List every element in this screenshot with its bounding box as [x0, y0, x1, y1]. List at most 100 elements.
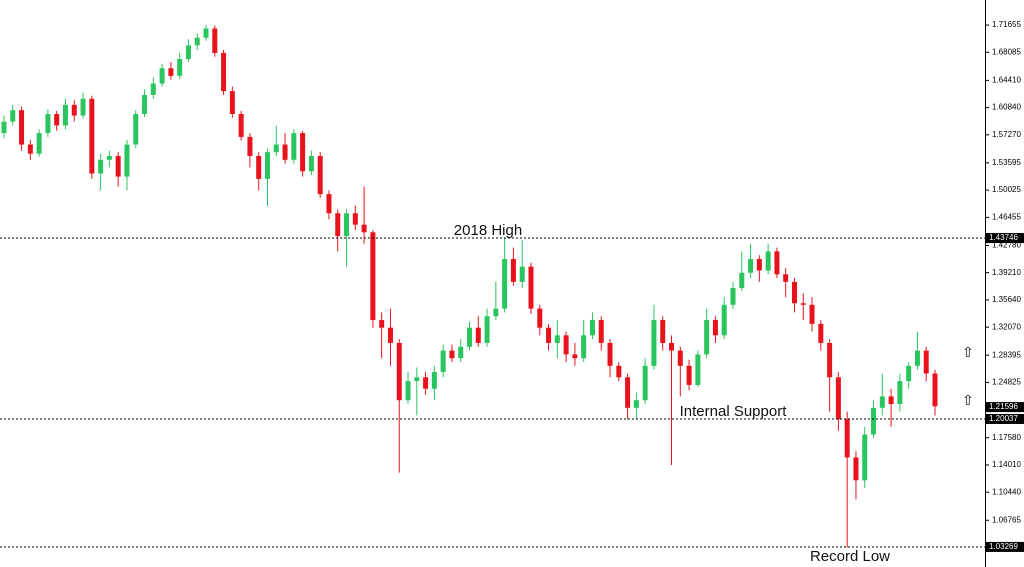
y-tick-label: 1.17580 [992, 433, 1021, 442]
y-tick-label: 1.64410 [992, 75, 1021, 84]
candle-body [897, 381, 903, 404]
candle-body [879, 396, 885, 408]
candle-body [36, 133, 42, 154]
y-tick-label: 1.50025 [992, 185, 1021, 194]
candle-body [633, 400, 639, 408]
last-price-box [986, 402, 1024, 413]
candle-body [616, 365, 622, 378]
candle-body [581, 335, 587, 359]
candle-body [827, 342, 833, 378]
candle-body [712, 320, 718, 336]
candle-body [1, 121, 7, 134]
candle-body [607, 342, 613, 366]
candle-body [308, 155, 314, 172]
candle-body [686, 365, 692, 385]
candle-body [264, 152, 270, 179]
candle-body [493, 308, 499, 317]
candle-body [484, 316, 490, 343]
candle-body [352, 213, 358, 225]
candle-body [704, 320, 710, 355]
candle-body [625, 377, 631, 408]
candle-body [150, 83, 156, 95]
y-tick-label: 1.32070 [992, 322, 1021, 331]
candle-body [677, 350, 683, 366]
candle-body [54, 114, 60, 126]
candle-body [273, 144, 279, 153]
candle-body [238, 114, 244, 137]
candle-body [142, 94, 148, 115]
arrow-icon: ⇧ [962, 392, 974, 408]
candle-body [871, 407, 877, 435]
candle-body [449, 350, 455, 359]
candle-body [256, 155, 262, 179]
candle-body [546, 327, 552, 343]
candle-body [282, 144, 288, 160]
candle-body [344, 213, 350, 237]
candle-body [739, 272, 745, 289]
candle-body [519, 266, 525, 282]
price-box [986, 413, 1024, 424]
candle-body [458, 346, 464, 359]
candle-body [835, 377, 841, 420]
candle-body [572, 354, 578, 359]
candle-body [185, 45, 191, 60]
candle-body [19, 110, 25, 145]
candle-body [159, 68, 165, 84]
candle-body [71, 104, 77, 116]
candle-body [475, 327, 481, 343]
candle-body [80, 98, 86, 116]
candle-body [89, 98, 95, 174]
candle-body [379, 320, 385, 328]
candle-body [765, 251, 771, 271]
candle-body [862, 434, 868, 481]
y-tick-label: 1.35640 [992, 295, 1021, 304]
price-box-label: 1.20037 [989, 414, 1018, 423]
last-price-label: 1.21596 [989, 402, 1018, 411]
candle-body [168, 68, 174, 76]
candle-body [510, 259, 516, 282]
candle-body [431, 371, 437, 389]
candle-body [326, 194, 332, 214]
candle-body [124, 144, 130, 177]
candle-body [221, 52, 227, 92]
candle-body [370, 232, 376, 321]
candle-body [923, 350, 929, 374]
y-tick-label: 1.68085 [992, 47, 1021, 56]
candle-body [853, 457, 859, 481]
candle-body [844, 419, 850, 458]
candle-body [115, 155, 121, 177]
candle-body [502, 259, 508, 309]
price-box [986, 541, 1024, 552]
candle-body [45, 114, 51, 134]
candle-body [405, 381, 411, 401]
candle-body [396, 342, 402, 401]
candle-body [62, 104, 68, 126]
candle-body [589, 320, 595, 336]
candle-body [212, 28, 218, 53]
candle-body [177, 59, 183, 76]
y-tick-label: 1.24825 [992, 378, 1021, 387]
candle-body [642, 365, 648, 401]
candle-body [537, 308, 543, 328]
level-annotation: 2018 High [454, 222, 522, 239]
y-tick-label: 1.14010 [992, 460, 1021, 469]
y-tick-label: 1.28395 [992, 350, 1021, 359]
y-tick-label: 1.06765 [992, 515, 1021, 524]
candle-body [818, 323, 824, 343]
candle-body [194, 37, 200, 46]
candle-body [300, 133, 306, 172]
candle-body [748, 259, 754, 273]
candle-body [660, 320, 666, 343]
candle-body [669, 342, 675, 351]
candle-body [554, 335, 560, 343]
candle-body [440, 350, 446, 372]
y-tick-label: 1.39210 [992, 268, 1021, 277]
candle-body [423, 377, 429, 389]
candle-body [695, 354, 701, 385]
price-box-label: 1.03269 [989, 542, 1018, 551]
y-tick-label: 1.60840 [992, 103, 1021, 112]
candle-body [774, 251, 780, 275]
candle-body [335, 213, 341, 237]
candle-body [528, 266, 534, 309]
